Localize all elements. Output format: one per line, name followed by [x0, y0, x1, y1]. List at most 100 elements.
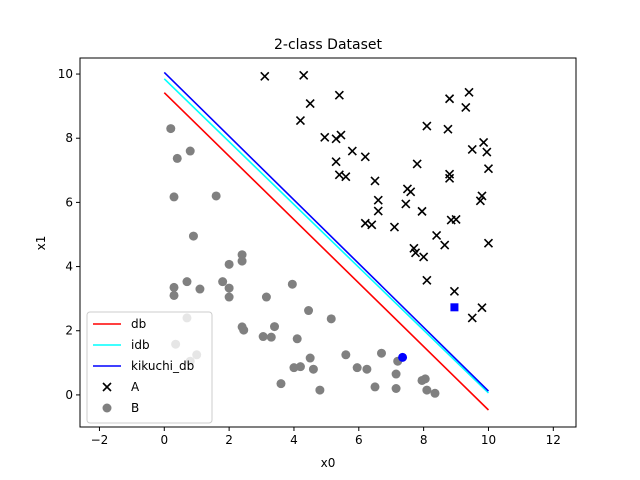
x-tick-label: 8: [420, 433, 428, 447]
point-class-b: [391, 369, 401, 379]
point-class-a: [482, 147, 492, 157]
point-class-a: [410, 248, 421, 258]
point-class-b: [224, 292, 234, 302]
point-class-a: [422, 121, 432, 131]
point-class-a: [445, 94, 455, 104]
point-class-b: [420, 374, 430, 384]
point-class-a: [475, 196, 485, 206]
point-class-b: [270, 322, 280, 332]
legend-label: A: [131, 380, 140, 394]
legend-swatch: [102, 403, 112, 413]
y-axis-label: x1: [34, 236, 48, 251]
point-class-a: [389, 222, 400, 232]
point-class-a: [461, 102, 471, 112]
point-class-a: [419, 252, 429, 262]
point-class-b: [287, 279, 297, 289]
point-class-b: [185, 146, 195, 156]
point-class-b: [258, 332, 268, 342]
point-class-b: [224, 259, 234, 269]
point-class-b: [304, 306, 314, 316]
x-tick-label: 0: [160, 433, 168, 447]
x-tick-label: −2: [91, 433, 109, 447]
legend-label: idb: [131, 338, 150, 352]
data-points: [166, 70, 494, 398]
point-class-a: [260, 71, 270, 81]
point-class-a: [483, 238, 494, 248]
line-idb: [163, 78, 490, 394]
x-tick-label: 4: [290, 433, 298, 447]
point-class-a: [305, 98, 315, 109]
point-class-a: [467, 144, 477, 155]
point-class-b: [182, 277, 192, 287]
point-class-a: [422, 275, 432, 285]
legend-label: B: [131, 401, 139, 415]
y-tick-label: 4: [65, 260, 73, 274]
x-tick-label: 12: [546, 433, 561, 447]
y-tick-label: 0: [65, 388, 73, 402]
point-class-a: [334, 90, 344, 100]
point-class-a: [440, 240, 450, 250]
point-class-b: [276, 379, 286, 389]
point-class-b: [195, 284, 205, 294]
point-class-b: [308, 364, 318, 374]
point-class-b: [422, 385, 432, 395]
point-class-a: [479, 137, 489, 147]
point-class-b: [370, 382, 380, 392]
point-class-b: [237, 250, 247, 260]
point-class-a: [443, 124, 453, 134]
point-class-a: [412, 159, 422, 169]
line-kikuchi-db: [163, 71, 490, 392]
point-class-a: [432, 230, 442, 241]
highlighted-square-point: [450, 303, 459, 312]
legend: db idb kikuchi_db AB: [86, 311, 213, 424]
point-class-b: [169, 192, 179, 202]
point-class-b: [341, 350, 351, 360]
highlighted-circle-point: [398, 352, 408, 362]
x-axis-ticks: −2 0 2 4 6 8 10 12: [91, 427, 561, 447]
point-class-a: [295, 116, 306, 126]
y-axis-ticks: 0 2 4 6 8 10: [58, 67, 80, 402]
point-class-a: [483, 164, 494, 174]
point-class-a: [367, 220, 377, 230]
point-class-b: [237, 256, 247, 266]
x-tick-label: 6: [355, 433, 363, 447]
point-class-a: [334, 170, 344, 180]
legend-label: kikuchi_db: [131, 359, 194, 373]
point-class-a: [360, 152, 370, 162]
point-class-b: [362, 364, 372, 374]
y-tick-label: 10: [58, 67, 73, 81]
point-class-b: [430, 388, 440, 398]
point-class-b: [326, 314, 336, 324]
legend-box: [86, 311, 213, 424]
point-class-a: [446, 215, 456, 225]
point-class-a: [373, 206, 383, 216]
point-class-a: [331, 157, 341, 167]
line-db: [163, 92, 490, 411]
point-class-b: [211, 191, 221, 201]
point-class-a: [477, 303, 487, 313]
point-class-b: [218, 277, 228, 287]
y-tick-label: 6: [65, 195, 73, 209]
point-class-a: [406, 187, 416, 197]
point-class-b: [295, 362, 305, 372]
point-class-a: [417, 206, 427, 216]
point-class-b: [391, 383, 401, 393]
point-class-a: [445, 173, 455, 183]
point-class-b: [266, 332, 276, 342]
decision-boundary-lines: [163, 71, 490, 411]
point-class-b: [239, 325, 249, 335]
x-axis-label: x0: [321, 456, 336, 470]
point-class-a: [320, 132, 330, 142]
point-class-a: [360, 218, 370, 228]
point-class-a: [373, 195, 383, 205]
point-class-b: [224, 283, 234, 293]
point-class-a: [467, 313, 477, 323]
x-tick-label: 2: [225, 433, 233, 447]
point-class-b: [169, 290, 179, 300]
point-class-a: [445, 169, 455, 179]
y-tick-label: 8: [65, 131, 73, 145]
plot-area-frame: [79, 57, 577, 428]
point-class-b: [315, 385, 325, 395]
point-class-b: [169, 282, 179, 292]
point-class-a: [401, 199, 411, 209]
